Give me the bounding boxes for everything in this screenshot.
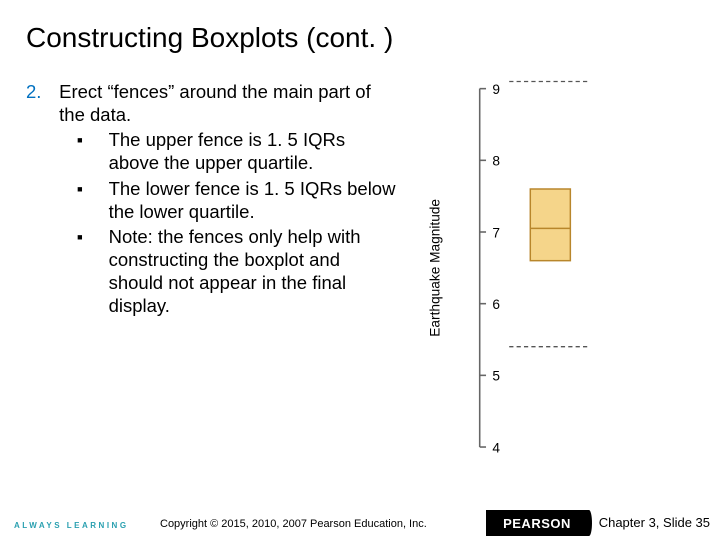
boxplot-chart: 4 5 6 7 8 9 Earthquake Magnitude: [420, 76, 590, 466]
slide-reference: Chapter 3, Slide 35: [599, 515, 710, 530]
list-number: 2.: [26, 80, 54, 103]
svg-text:5: 5: [492, 369, 500, 384]
pearson-logo-curve: [586, 510, 592, 536]
svg-text:4: 4: [492, 440, 500, 455]
content-block: 2. Erect “fences” around the main part o…: [26, 80, 406, 319]
bullet-text: Note: the fences only help with construc…: [109, 225, 400, 318]
svg-text:7: 7: [492, 225, 500, 240]
svg-text:8: 8: [492, 154, 500, 169]
list-item: ■ Note: the fences only help with constr…: [77, 225, 399, 318]
svg-text:9: 9: [492, 82, 500, 97]
slide-title: Constructing Boxplots (cont. ): [26, 22, 393, 54]
pearson-logo-text: PEARSON: [503, 516, 571, 531]
svg-text:6: 6: [492, 297, 500, 312]
main-text: Erect “fences” around the main part of t…: [59, 81, 371, 125]
pearson-logo: PEARSON: [486, 510, 588, 536]
copyright-text: Copyright © 2015, 2010, 2007 Pearson Edu…: [160, 518, 427, 530]
bullet-icon: ■: [77, 135, 82, 146]
bullet-text: The lower fence is 1. 5 IQRs below the l…: [109, 177, 400, 223]
list-item: ■ The upper fence is 1. 5 IQRs above the…: [77, 128, 399, 174]
bullet-icon: ■: [77, 184, 82, 195]
always-learning-text: ALWAYS LEARNING: [14, 521, 129, 530]
footer: ALWAYS LEARNING Copyright © 2015, 2010, …: [0, 506, 720, 540]
main-text-block: Erect “fences” around the main part of t…: [59, 80, 399, 319]
bullet-icon: ■: [77, 232, 82, 243]
bullet-list: ■ The upper fence is 1. 5 IQRs above the…: [77, 128, 399, 317]
bullet-text: The upper fence is 1. 5 IQRs above the u…: [109, 128, 400, 174]
list-item: ■ The lower fence is 1. 5 IQRs below the…: [77, 177, 399, 223]
svg-text:Earthquake Magnitude: Earthquake Magnitude: [428, 199, 443, 337]
